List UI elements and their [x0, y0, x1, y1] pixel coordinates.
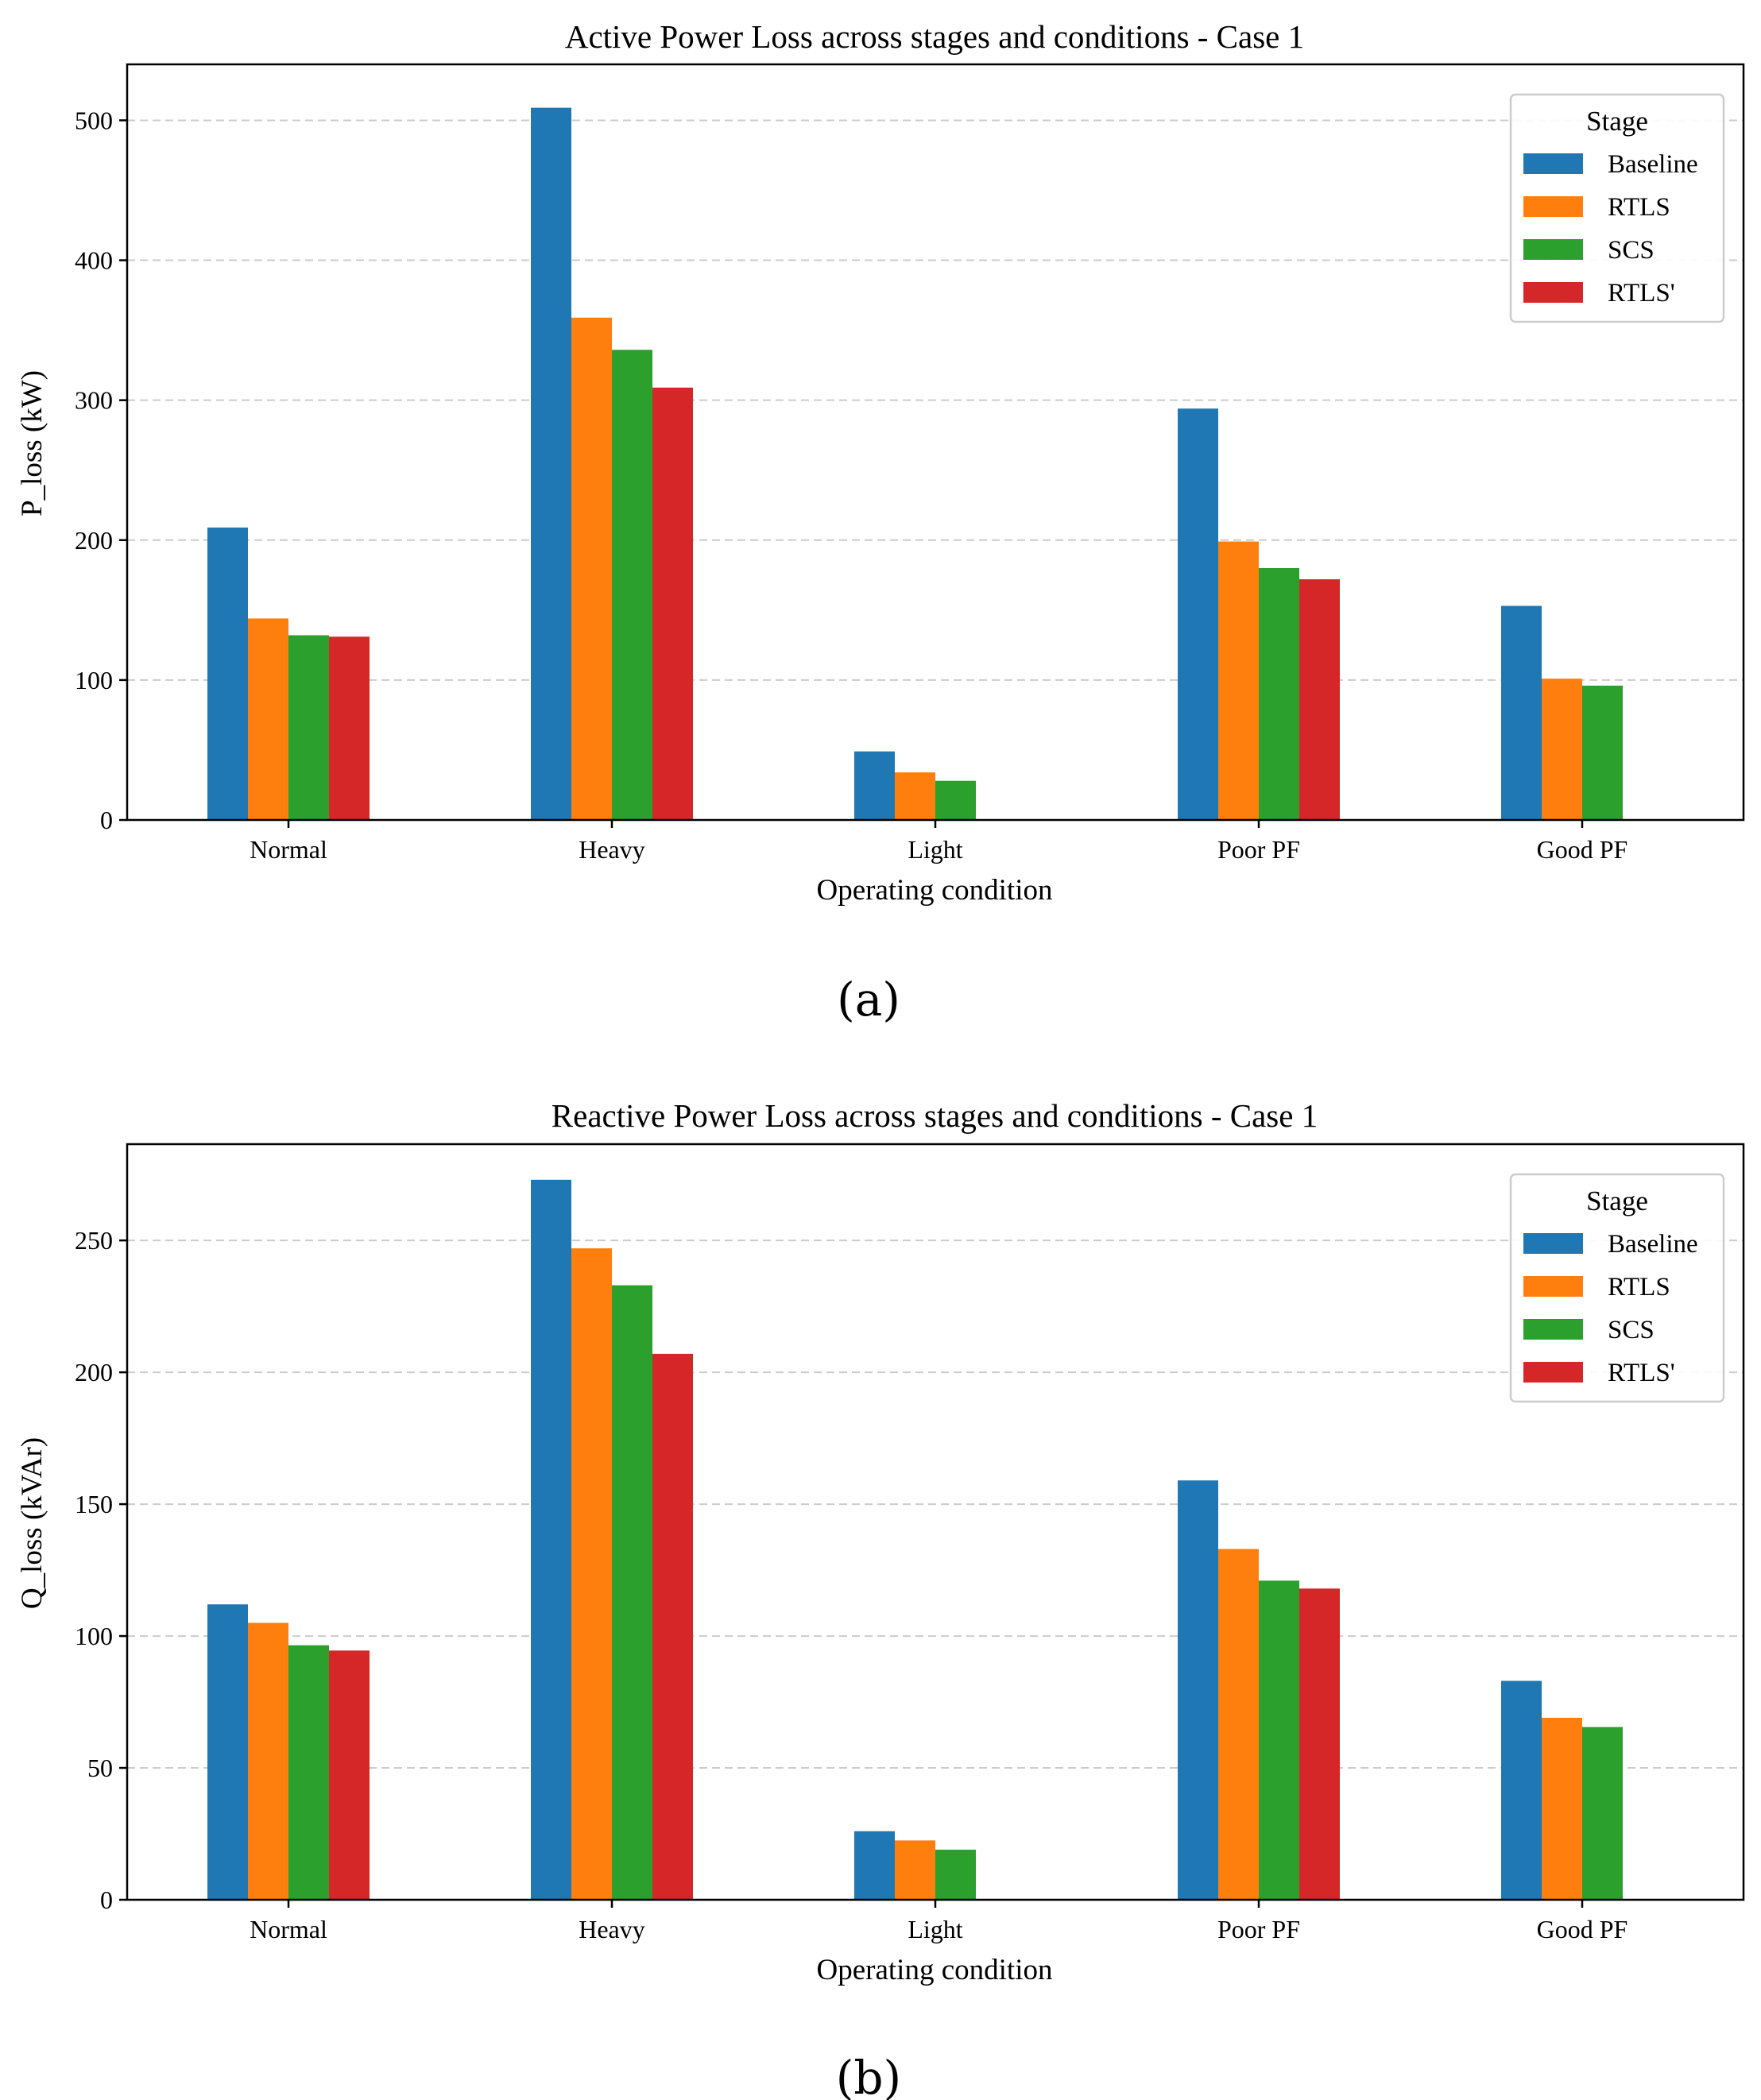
bar-rtls-normal	[248, 1622, 288, 1900]
x-tick-label: Poor PF	[1217, 1915, 1300, 1943]
x-tick-label: Light	[908, 1915, 962, 1943]
bar-rtls-normal	[329, 1650, 370, 1900]
bar-rtls-poor-pf	[1218, 1549, 1259, 1900]
legend-label-baseline: Baseline	[1608, 150, 1698, 179]
bar-baseline-normal	[207, 527, 248, 820]
legend: Stage Baseline RTLS SCS RTLS'	[1509, 1173, 1725, 1403]
y-tick-label: 0	[100, 806, 113, 834]
chart-title: Reactive Power Loss across stages and co…	[552, 1097, 1318, 1134]
x-tick-label: Light	[908, 835, 962, 864]
bars	[207, 107, 1623, 821]
x-tick-label: Heavy	[579, 1915, 645, 1943]
bar-rtls-heavy	[571, 1248, 612, 1900]
grid-lines	[127, 119, 1744, 681]
legend-label-rtls: RTLS'	[1608, 279, 1675, 307]
legend: Stage Baseline RTLS SCS RTLS'	[1509, 93, 1725, 323]
legend-box	[1509, 1173, 1725, 1403]
legend-swatch-scs	[1523, 1319, 1583, 1340]
y-tick-label: 500	[75, 106, 113, 134]
panel-label: (b)	[836, 2051, 901, 2100]
bar-scs-light	[935, 1849, 976, 1900]
y-tick-label: 50	[87, 1754, 113, 1782]
bar-rtls-poor-pf	[1299, 579, 1340, 820]
legend-swatch-baseline	[1523, 153, 1583, 174]
bar-baseline-good-pf	[1501, 1680, 1542, 1900]
y-tick-label: 150	[75, 1490, 113, 1518]
chart-reactive-power-loss: Reactive Power Loss across stages and co…	[16, 1097, 1745, 2100]
y-tick-label: 400	[75, 246, 113, 275]
legend-label-scs: SCS	[1608, 236, 1655, 265]
y-axis-label: P_loss (kW)	[16, 370, 48, 516]
x-tick-label: Poor PF	[1217, 835, 1300, 864]
legend-label-rtls: RTLS	[1608, 193, 1670, 222]
bar-scs-heavy	[612, 1285, 652, 1900]
bar-baseline-light	[854, 751, 895, 820]
bar-rtls-heavy	[652, 1353, 693, 1900]
bar-scs-normal	[288, 1645, 329, 1900]
y-tick-label: 300	[75, 386, 113, 415]
bar-scs-good-pf	[1582, 1727, 1623, 1900]
bar-rtls-normal	[329, 636, 370, 820]
x-tick-label: Heavy	[579, 835, 645, 864]
legend-label-rtls: RTLS	[1608, 1273, 1670, 1301]
x-tick-label: Normal	[250, 1915, 327, 1943]
y-tick-label: 100	[75, 666, 113, 694]
bar-rtls-normal	[248, 618, 288, 820]
bar-scs-good-pf	[1582, 685, 1623, 820]
bar-rtls-light	[895, 772, 935, 820]
bar-scs-normal	[288, 635, 329, 820]
y-tick-label: 200	[75, 1358, 113, 1386]
chart-active-power-loss: Active Power Loss across stages and cond…	[16, 18, 1745, 1027]
x-axis-label: Operating condition	[817, 1954, 1053, 1986]
bar-baseline-good-pf	[1501, 605, 1542, 820]
legend-title: Stage	[1586, 106, 1648, 137]
bar-rtls-good-pf	[1542, 679, 1582, 820]
bars	[207, 1179, 1623, 1900]
legend-swatch-baseline	[1523, 1233, 1583, 1254]
legend-label-baseline: Baseline	[1608, 1230, 1698, 1259]
bar-rtls-poor-pf	[1299, 1588, 1340, 1900]
plot-frame	[126, 1143, 1745, 1901]
y-tick-label: 200	[75, 526, 113, 555]
legend-swatch-scs	[1523, 239, 1583, 260]
bar-baseline-poor-pf	[1178, 1480, 1218, 1900]
bar-scs-poor-pf	[1259, 1580, 1299, 1900]
bar-baseline-heavy	[531, 107, 571, 820]
y-tick-label: 100	[75, 1622, 113, 1650]
x-axis-label: Operating condition	[817, 874, 1053, 907]
y-axis-label: Q_loss (kVAr)	[16, 1437, 48, 1609]
x-tick-label: Normal	[250, 835, 327, 864]
bar-scs-light	[935, 780, 976, 820]
legend-title: Stage	[1586, 1185, 1648, 1216]
legend-swatch-rtls	[1523, 1276, 1583, 1297]
x-tick-label: Good PF	[1537, 1915, 1628, 1943]
chart-title: Active Power Loss across stages and cond…	[565, 18, 1304, 55]
bar-rtls-heavy	[652, 387, 693, 821]
legend-swatch-rtls	[1523, 196, 1583, 217]
legend-box	[1509, 93, 1725, 323]
y-tick-label: 250	[75, 1226, 113, 1255]
legend-swatch-rtls	[1523, 1362, 1583, 1383]
bar-baseline-light	[854, 1831, 895, 1900]
legend-label-scs: SCS	[1608, 1316, 1655, 1344]
bar-rtls-good-pf	[1542, 1717, 1582, 1900]
x-tick-label: Good PF	[1537, 835, 1628, 864]
bar-rtls-poor-pf	[1218, 541, 1259, 820]
panel-label: (a)	[837, 973, 900, 1027]
bar-rtls-light	[895, 1840, 935, 1900]
legend-label-rtls: RTLS'	[1608, 1359, 1675, 1387]
axis-ticks: 0 50 100 150 200 250 Normal Heavy Light Poor PF Go…	[75, 1226, 1627, 1943]
legend-swatch-rtls	[1523, 282, 1583, 303]
bar-baseline-heavy	[531, 1179, 571, 1900]
grid-lines	[127, 1240, 1744, 1769]
bar-baseline-normal	[207, 1604, 248, 1900]
bar-scs-heavy	[612, 350, 652, 820]
bar-baseline-poor-pf	[1178, 408, 1218, 820]
bar-scs-poor-pf	[1259, 568, 1299, 820]
bar-rtls-heavy	[571, 317, 612, 820]
plot-frame	[126, 63, 1745, 822]
y-tick-label: 0	[100, 1885, 113, 1914]
axis-ticks: 0 100 200 300 400 500 Normal Heavy Light Poor PF G…	[75, 106, 1627, 864]
